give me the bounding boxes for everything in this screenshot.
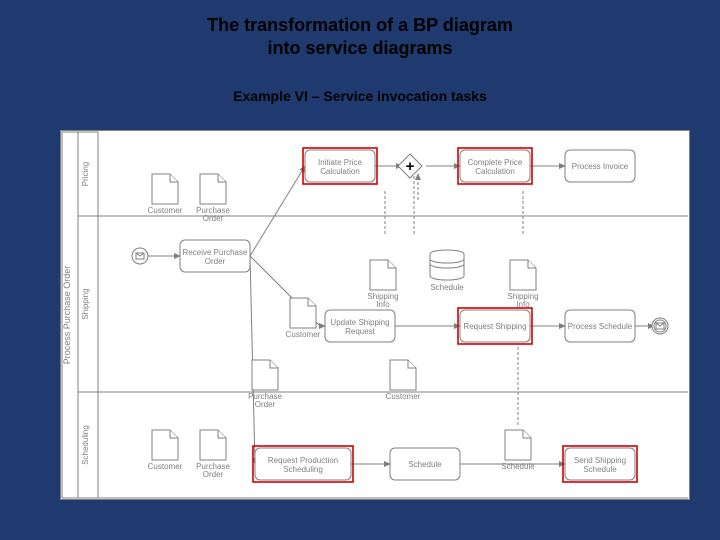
svg-text:ShippingInfo: ShippingInfo <box>367 292 398 309</box>
svg-text:Customer: Customer <box>148 462 183 471</box>
svg-text:Process Invoice: Process Invoice <box>572 162 629 171</box>
svg-text:+: + <box>406 158 415 175</box>
svg-text:Customer: Customer <box>148 206 183 215</box>
svg-text:Process Purchase Order: Process Purchase Order <box>62 266 72 365</box>
bpmn-diagram: Process Purchase Order Pricing Shipping Sch… <box>60 130 690 500</box>
title-line-1: The transformation of a BP diagram <box>207 15 513 35</box>
title-line-2: into service diagrams <box>267 38 452 58</box>
svg-text:Initiate PriceCalculation: Initiate PriceCalculation <box>318 158 363 176</box>
svg-text:Process Schedule: Process Schedule <box>568 322 633 331</box>
svg-text:Schedule: Schedule <box>408 460 442 469</box>
svg-text:Schedule: Schedule <box>430 283 464 292</box>
svg-text:Shipping: Shipping <box>81 288 90 319</box>
svg-text:ShippingInfo: ShippingInfo <box>507 292 538 309</box>
slide-subtitle: Example VI – Service invocation tasks <box>0 88 720 104</box>
svg-text:Customer: Customer <box>286 330 321 339</box>
svg-text:Scheduling: Scheduling <box>81 425 90 465</box>
svg-text:PurchaseOrder: PurchaseOrder <box>196 206 230 223</box>
svg-text:Schedule: Schedule <box>501 462 535 471</box>
svg-text:Customer: Customer <box>386 392 421 401</box>
diagram-svg: Process Purchase Order Pricing Shipping Sch… <box>60 130 690 500</box>
svg-text:Request Shipping: Request Shipping <box>463 322 526 331</box>
svg-text:Complete PriceCalculation: Complete PriceCalculation <box>468 158 523 176</box>
slide-title: The transformation of a BP diagram into … <box>0 14 720 59</box>
svg-text:PurchaseOrder: PurchaseOrder <box>196 462 230 479</box>
svg-text:Pricing: Pricing <box>81 162 90 186</box>
